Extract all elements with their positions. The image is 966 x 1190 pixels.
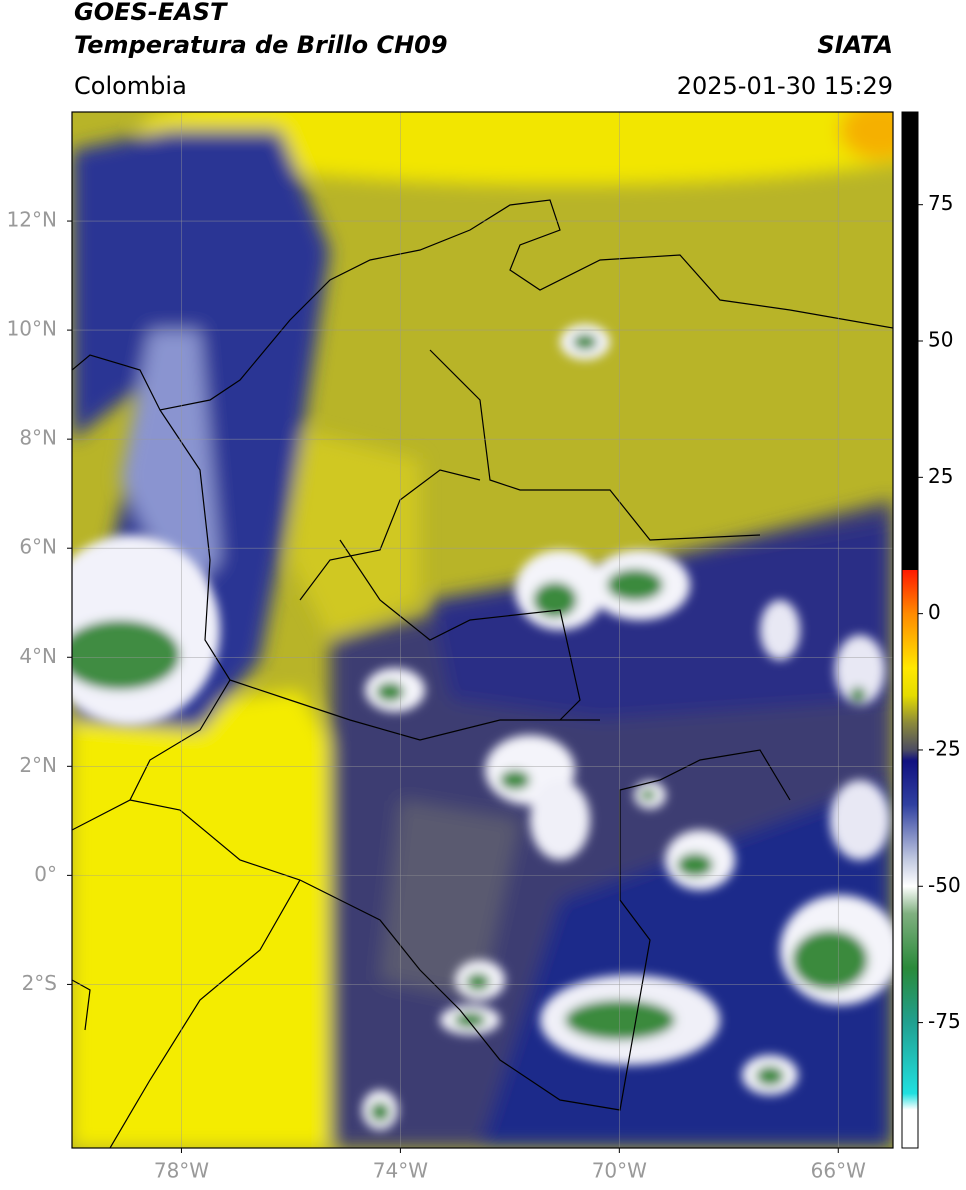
colorbar-tick-label: 25 [928, 464, 953, 488]
colorbar-tick-label: -50 [928, 873, 961, 897]
title: GOES-EAST [74, 0, 228, 26]
timestamp: 2025-01-30 15:29 [677, 72, 893, 100]
y-tick-label: 4°N [19, 644, 57, 668]
y-tick-label: 0° [34, 862, 57, 886]
colorbar-tick-label: -25 [928, 736, 961, 760]
y-tick-label: 8°N [19, 426, 57, 450]
subtitle: Temperatura de Brillo CH09 [74, 31, 448, 59]
region: Colombia [74, 72, 187, 100]
colorbar [901, 111, 919, 1149]
x-tick-label: 66°W [811, 1159, 866, 1183]
map-frame [71, 111, 894, 1149]
borders [72, 199, 893, 1148]
y-tick-label: 12°N [7, 208, 57, 232]
y-tick-label: 2°N [19, 753, 57, 777]
y-tick-label: 2°S [22, 971, 57, 995]
colorbar-tick-label: 50 [928, 328, 953, 352]
colorbar-tick-label: -75 [928, 1009, 961, 1033]
y-tick-label: 6°N [19, 535, 57, 559]
satellite-image [72, 112, 893, 1148]
x-tick-label: 70°W [592, 1159, 647, 1183]
colorbar-tick-label: 0 [928, 600, 941, 624]
colorbar-tick-label: 75 [928, 191, 953, 215]
grid [72, 112, 893, 1148]
x-tick-label: 74°W [373, 1159, 428, 1183]
source: SIATA [817, 31, 893, 59]
y-tick-label: 10°N [7, 317, 57, 341]
x-tick-label: 78°W [154, 1159, 209, 1183]
